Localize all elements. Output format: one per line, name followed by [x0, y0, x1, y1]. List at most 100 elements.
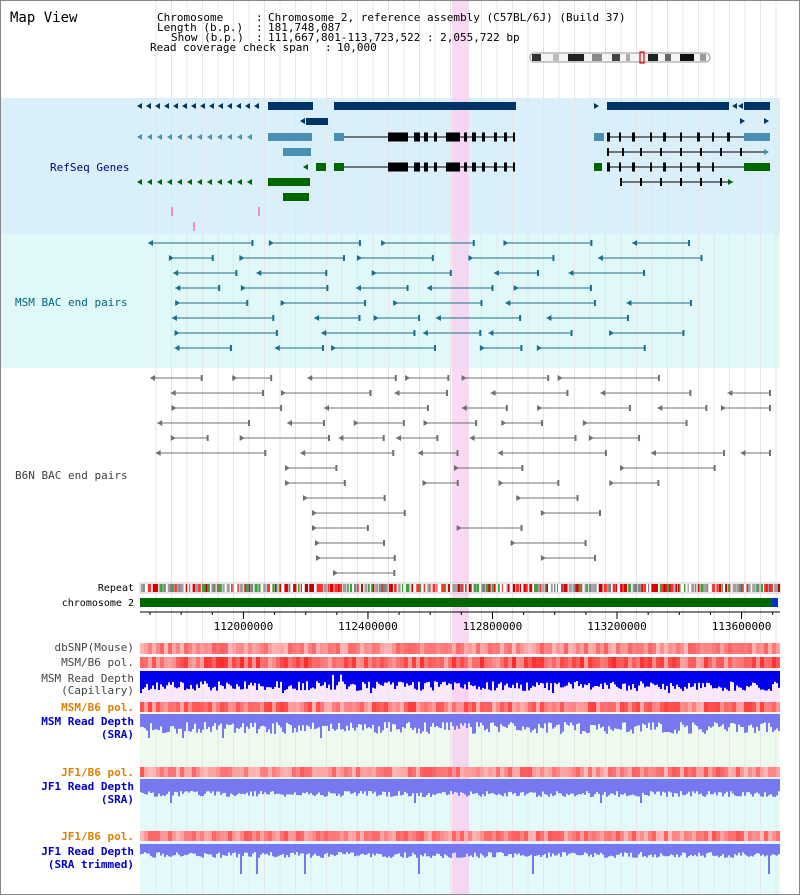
jf1-pol-sra-cell: [644, 767, 648, 777]
msm-pol-sra-cell: [772, 702, 776, 712]
refseq-genes-track[interactable]: [137, 102, 770, 231]
repeat-element: [416, 584, 420, 592]
jf1-pol-trim-cell: [440, 831, 444, 841]
msm-depth-cap-bar: [264, 671, 266, 690]
repeat-element: [694, 584, 697, 592]
msm-pol-cap-cell: [260, 657, 264, 668]
jf1-depth-sra-bar: [164, 779, 166, 796]
jf1-depth-sra-bar: [756, 779, 758, 793]
msm-pol-sra-cell: [632, 702, 636, 712]
b6n-bac-track[interactable]: [149, 375, 771, 576]
msm-depth-sra-bar: [688, 714, 690, 734]
coverage-label: Read coverage check span: [150, 41, 309, 54]
jf1-pol-trim-cell: [428, 831, 432, 841]
msm-depth-cap-bar: [242, 671, 244, 690]
msm-depth-cap-bar: [744, 671, 746, 691]
read-depth-tracks[interactable]: [140, 671, 780, 874]
msm-pol-sra-cell: [612, 702, 616, 712]
msm-depth-cap-bar: [526, 671, 528, 683]
feature-arrow: [312, 510, 317, 516]
chromosome-bar[interactable]: [140, 598, 772, 607]
jf1-depth-sra-bar: [212, 779, 214, 792]
jf1-depth-sra-bar: [670, 779, 672, 793]
jf1-depth-sra-bar: [410, 779, 412, 797]
msm-depth-cap-bar: [244, 671, 246, 682]
dbsnp-cell: [596, 643, 600, 654]
dbsnp-cell: [200, 643, 204, 654]
msm-pol-sra-cell: [576, 702, 580, 712]
chromosome-ideogram[interactable]: [529, 51, 711, 64]
jf1-pol-sra-cell: [292, 767, 296, 777]
jf1-depth-sra-bar: [738, 779, 740, 797]
msm-depth-cap-bar: [768, 671, 770, 690]
feature-arrow: [268, 240, 274, 246]
dbsnp-label: dbSNP(Mouse): [55, 641, 134, 654]
repeat-element: [586, 584, 589, 592]
jf1-depth-trim-bar: [644, 844, 646, 857]
msm-depth-sra-bar: [368, 714, 370, 728]
jf1-pol-trim-cell: [660, 831, 664, 841]
jf1-pol-trim-cell: [228, 831, 232, 841]
dbsnp-cell: [648, 643, 652, 654]
jf1-depth-sra-bar: [162, 779, 164, 796]
dbsnp-cell: [372, 643, 376, 654]
repeat-element: [741, 584, 743, 592]
msm-depth-sra-bar: [346, 714, 348, 726]
jf1-depth-trim-bar: [474, 844, 476, 853]
msm-depth-cap-bar: [348, 671, 350, 687]
msm-pol-cap-cell: [436, 657, 440, 668]
msm-pol-sra-cell: [300, 702, 304, 712]
msm-depth-cap-bar: [660, 671, 662, 690]
repeat-element: [300, 584, 302, 592]
msm-bac-track[interactable]: [148, 240, 703, 351]
jf1-depth-trim-bar: [488, 844, 490, 853]
msm-depth-cap-bar: [512, 671, 514, 685]
jf1-pol-sra-cell: [608, 767, 612, 777]
jf1-depth-sra-bar: [602, 779, 604, 795]
msm-depth-cap-bar: [616, 671, 618, 687]
msm-depth-sra-bar: [566, 714, 568, 725]
repeat-element: [163, 584, 166, 592]
feature-arrow: [422, 330, 428, 336]
bac-end: [392, 450, 395, 456]
dbsnp-cell: [416, 643, 420, 654]
jf1-pol-sra-cell: [516, 767, 520, 777]
jf1-depth-trim-bar: [346, 844, 348, 853]
jf1-depth-trim-bar: [244, 844, 246, 853]
feature-arrow: [505, 300, 511, 306]
bac-end: [638, 435, 641, 441]
repeat-element: [683, 584, 686, 592]
gridlines: [155, 0, 777, 895]
msm-depth-sra-bar: [670, 714, 672, 733]
jf1-pol-trim-cell: [432, 831, 436, 841]
jf1-depth-trim-bar: [660, 844, 662, 854]
jf1-depth-sra-bar: [246, 779, 248, 793]
jf1-pol-trim-cell: [196, 831, 200, 841]
jf1-depth-sra-bar: [716, 779, 718, 796]
msm-pol-sra-cell: [156, 702, 160, 712]
jf1-pol-sra-cell: [400, 767, 404, 777]
msm-depth-cap-bar: [466, 671, 468, 690]
jf1-depth-trim-bar: [350, 844, 352, 853]
msm-pol-sra-cell: [744, 702, 748, 712]
feature-arrow: [600, 390, 606, 396]
jf1-depth-sra-bar: [394, 779, 396, 796]
gene-exon: [513, 162, 515, 172]
polymorphism-heat-tracks[interactable]: [140, 643, 780, 841]
msm-depth-cap-bar: [314, 671, 316, 689]
msm-depth-cap-bar: [462, 671, 464, 689]
msm-depth-sra-bar: [594, 714, 596, 726]
dbsnp-cell: [528, 643, 532, 654]
bac-end: [264, 450, 267, 456]
jf1-depth-trim-bar: [390, 844, 392, 858]
jf1-pol-sra-cell: [260, 767, 264, 777]
msm-depth-cap-bar: [438, 671, 440, 687]
repeat-track[interactable]: [139, 582, 781, 594]
msm-depth-sra-bar: [692, 714, 694, 723]
jf1-depth-sra-bar: [336, 779, 338, 796]
jf1-pol-trim-cell: [756, 831, 760, 841]
jf1-depth-trim-bar: [628, 844, 630, 857]
msm-depth-cap-bar: [662, 671, 664, 684]
jf1-pol-trim-cell: [236, 831, 240, 841]
bac-end: [593, 300, 596, 306]
